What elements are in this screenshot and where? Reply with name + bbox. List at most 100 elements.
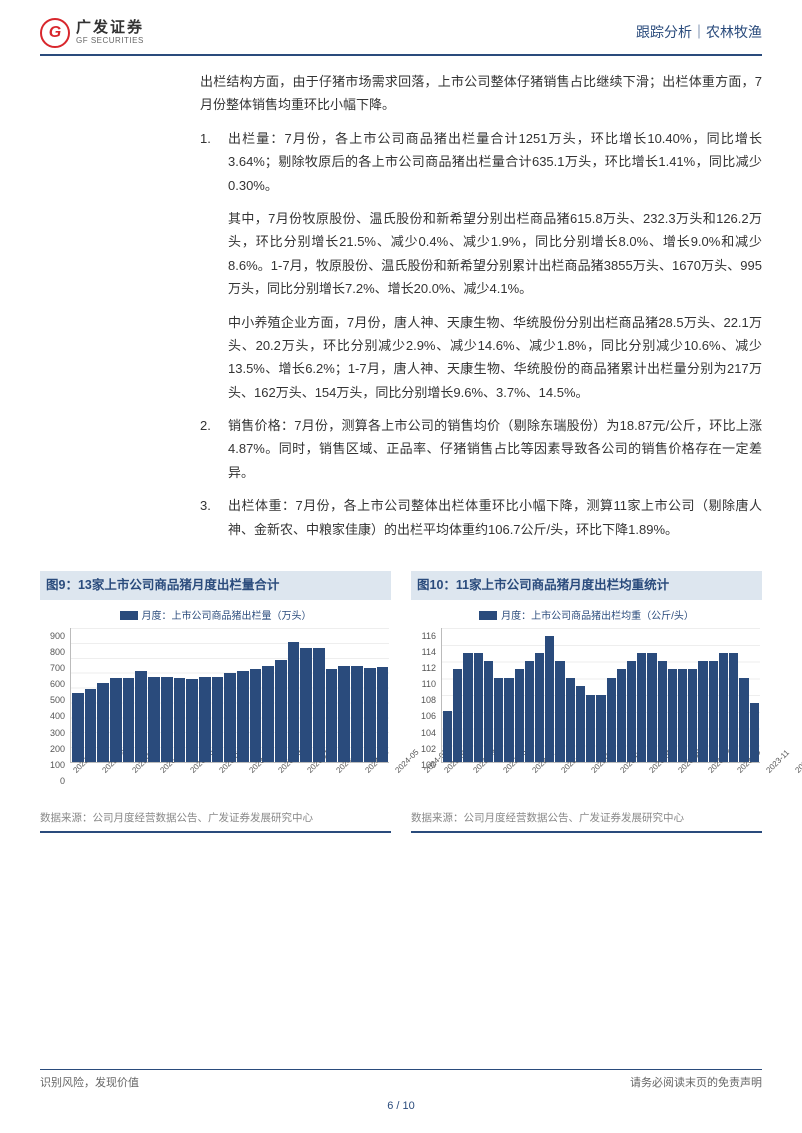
ytick: 102 (411, 741, 439, 757)
bar (338, 666, 350, 761)
intro-para: 出栏结构方面，由于仔猪市场需求回落，上市公司整体仔猪销售占比继续下滑；出栏体重方… (200, 70, 762, 117)
bar (463, 653, 472, 762)
bar (617, 669, 626, 761)
bar (186, 679, 198, 762)
bar (199, 677, 211, 762)
item-3-label: 出栏体重： (228, 498, 295, 513)
ytick: 200 (40, 741, 68, 757)
ytick: 110 (411, 676, 439, 692)
bar (313, 648, 325, 761)
chart-10-yaxis: 116114112110108106104102100 (411, 628, 439, 763)
item-3: 3. 出栏体重：7月份，各上市公司整体出栏体重环比小幅下降，测算11家上市公司（… (200, 494, 762, 541)
logo-text: 广发证券 GF SECURITIES (76, 20, 144, 45)
chart-10: 图10：11家上市公司商品猪月度出栏均重统计 月度：上市公司商品猪出栏均重（公斤… (411, 571, 762, 833)
item-1-number: 1. (200, 127, 211, 150)
body-content: 出栏结构方面，由于仔猪市场需求回落，上市公司整体仔猪销售占比继续下滑；出栏体重方… (0, 56, 802, 541)
bar (515, 669, 524, 761)
chart-9-xaxis: 2022-072022-092022-112023-012023-032023-… (70, 763, 389, 803)
header-category: 跟踪分析｜农林牧渔 (636, 20, 762, 45)
chart-9-plot (70, 628, 389, 763)
item-3-number: 3. (200, 494, 211, 517)
bar (174, 678, 186, 761)
bar (688, 669, 697, 761)
bar (212, 677, 224, 762)
ytick: 114 (411, 644, 439, 660)
bar (250, 669, 262, 761)
logo-mark-icon: G (40, 18, 70, 48)
bar (148, 677, 160, 761)
bar (525, 661, 534, 762)
bar (224, 673, 236, 762)
chart-9-area: 9008007006005004003002001000 2022-072022… (40, 628, 391, 803)
bar (504, 678, 513, 762)
chart-9-title: 图9：13家上市公司商品猪月度出栏量合计 (40, 571, 391, 600)
item-1-para-b: 中小养殖企业方面，7月份，唐人神、天康生物、华统股份分别出栏商品猪28.5万头、… (200, 311, 762, 405)
logo-en: GF SECURITIES (76, 37, 144, 46)
bar (729, 653, 738, 762)
bar (326, 669, 338, 761)
ytick: 400 (40, 708, 68, 724)
bar (110, 678, 122, 761)
charts-row: 图9：13家上市公司商品猪月度出栏量合计 月度：上市公司商品猪出栏量（万头） 9… (0, 551, 802, 833)
logo: G 广发证券 GF SECURITIES (40, 18, 144, 48)
bar (237, 671, 249, 762)
bar (97, 683, 109, 762)
chart-10-title: 图10：11家上市公司商品猪月度出栏均重统计 (411, 571, 762, 600)
ytick: 300 (40, 725, 68, 741)
ytick: 108 (411, 692, 439, 708)
bar (453, 669, 462, 761)
bar (484, 661, 493, 762)
bar (288, 642, 300, 761)
bar (698, 661, 707, 762)
chart-10-legend-text: 月度：上市公司商品猪出栏均重（公斤/头） (501, 611, 694, 622)
chart-10-plot (441, 628, 760, 763)
footer: 识别风险，发现价值 请务必阅读末页的免责声明 6 / 10 (0, 1069, 802, 1117)
item-1-para-a: 其中，7月份牧原股份、温氏股份和新希望分别出栏商品猪615.8万头、232.3万… (200, 207, 762, 301)
item-1-label: 出栏量： (228, 131, 284, 146)
chart-10-source: 数据来源：公司月度经营数据公告、广发证券发展研究中心 (411, 805, 762, 834)
chart-9-legend: 月度：上市公司商品猪出栏量（万头） (40, 600, 391, 628)
ytick: 100 (40, 757, 68, 773)
ytick: 0 (40, 773, 68, 789)
ytick: 116 (411, 628, 439, 644)
item-3-text: 7月份，各上市公司整体出栏体重环比小幅下降，测算11家上市公司（剔除唐人神、金新… (228, 498, 762, 536)
item-2-label: 销售价格： (228, 418, 294, 433)
item-1: 1. 出栏量：7月份，各上市公司商品猪出栏量合计1251万头，环比增长10.40… (200, 127, 762, 197)
chart-9: 图9：13家上市公司商品猪月度出栏量合计 月度：上市公司商品猪出栏量（万头） 9… (40, 571, 391, 833)
bar (262, 666, 274, 761)
bar (443, 711, 452, 761)
bar (668, 669, 677, 761)
ytick: 900 (40, 628, 68, 644)
bar (364, 668, 376, 762)
footer-left: 识别风险，发现价值 (40, 1074, 139, 1094)
item-1-text: 7月份，各上市公司商品猪出栏量合计1251万头，环比增长10.40%，同比增长3… (228, 131, 762, 193)
footer-right: 请务必阅读末页的免责声明 (630, 1074, 762, 1094)
bar (161, 677, 173, 762)
bar (658, 661, 667, 762)
chart-9-legend-text: 月度：上市公司商品猪出栏量（万头） (142, 611, 312, 622)
bar (545, 636, 554, 762)
bar (555, 661, 564, 762)
ytick: 106 (411, 708, 439, 724)
bar (135, 671, 147, 762)
ytick: 100 (411, 757, 439, 773)
item-2-text: 7月份，测算各上市公司的销售均价（剔除东瑞股份）为18.87元/公斤，环比上涨4… (228, 418, 762, 480)
ytick: 112 (411, 660, 439, 676)
bar (300, 648, 312, 761)
bar (627, 661, 636, 762)
footer-rule (40, 1069, 762, 1071)
bar (85, 689, 97, 762)
footer-row: 识别风险，发现价值 请务必阅读末页的免责声明 (40, 1074, 762, 1094)
bar (576, 686, 585, 761)
bar (377, 667, 389, 762)
bar (494, 678, 503, 762)
bar (535, 653, 544, 762)
bar (678, 669, 687, 761)
header: G 广发证券 GF SECURITIES 跟踪分析｜农林牧渔 (0, 0, 802, 54)
chart-10-legend: 月度：上市公司商品猪出栏均重（公斤/头） (411, 600, 762, 628)
chart-9-yaxis: 9008007006005004003002001000 (40, 628, 68, 763)
legend-swatch-icon (120, 611, 138, 620)
bar (647, 653, 656, 762)
item-2-number: 2. (200, 414, 211, 437)
bar (607, 678, 616, 762)
